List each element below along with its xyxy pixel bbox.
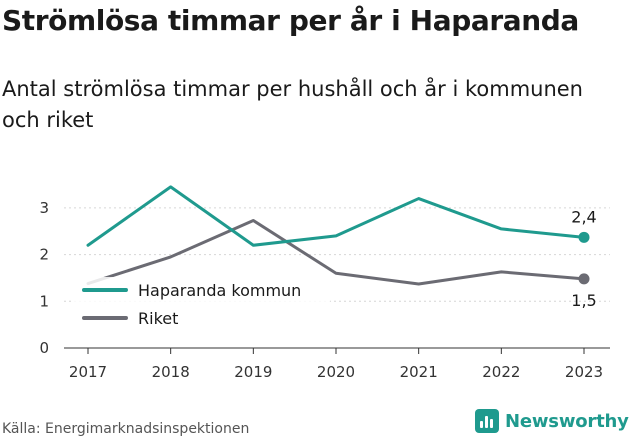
chart-title: Strömlösa timmar per år i Haparanda (2, 4, 579, 37)
x-tick-label: 2020 (317, 363, 355, 381)
legend-background (72, 277, 330, 331)
legend-label: Riket (138, 309, 178, 328)
haparanda-end-point (578, 231, 590, 243)
end-labels: 2,4 1,5 (571, 207, 596, 310)
source-note: Källa: Energimarknadsinspektionen (2, 421, 250, 437)
x-tick-label: 2019 (234, 363, 272, 381)
riket-end-point (578, 273, 590, 285)
y-tick-label: 2 (39, 246, 49, 264)
end-value-label: 1,5 (571, 291, 596, 310)
y-axis-ticks: 0 1 2 3 (39, 199, 49, 357)
x-tick-label: 2017 (69, 363, 107, 381)
x-tick-label: 2022 (482, 363, 520, 381)
y-tick-label: 3 (39, 199, 49, 217)
legend-label: Haparanda kommun (138, 281, 301, 300)
line-chart: 0 1 2 3 2017 2018 2019 2020 2021 2022 2023 Hapara… (39, 185, 610, 381)
newsworthy-logo: Newsworthy (475, 406, 629, 436)
end-value-label: 2,4 (571, 207, 596, 226)
chart-subtitle: Antal strömlösa timmar per hushåll och å… (2, 77, 583, 132)
haparanda-line (86, 185, 586, 247)
riket-line (86, 219, 586, 286)
bar-chart-icon (475, 409, 499, 433)
y-tick-label: 1 (39, 292, 49, 310)
x-tick-label: 2018 (152, 363, 190, 381)
brand-name: Newsworthy (505, 410, 629, 432)
series-lines (86, 185, 590, 286)
y-tick-label: 0 (39, 339, 49, 357)
x-axis-ticks: 2017 2018 2019 2020 2021 2022 2023 (69, 348, 603, 381)
x-tick-label: 2023 (565, 363, 603, 381)
x-tick-label: 2021 (400, 363, 438, 381)
legend: Haparanda kommun Riket (72, 277, 330, 331)
